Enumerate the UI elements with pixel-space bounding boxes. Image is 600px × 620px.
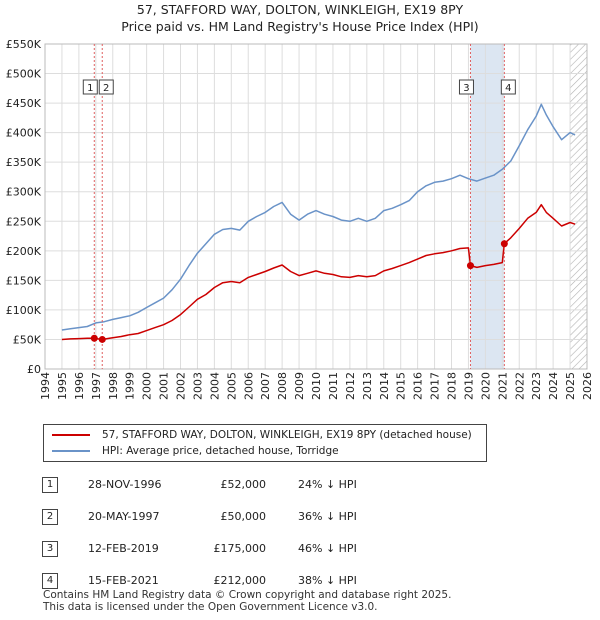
y-tick-label: £0 <box>27 363 41 376</box>
legend-item-price-paid: 57, STAFFORD WAY, DOLTON, WINKLEIGH, EX1… <box>52 428 472 442</box>
transaction-number: 4 <box>42 573 58 589</box>
y-tick-label: £250K <box>6 215 42 228</box>
y-tick-label: £400K <box>6 127 42 140</box>
x-tick-label: 1998 <box>107 372 120 400</box>
transaction-hpi: 46% ↓ HPI <box>298 542 357 555</box>
x-tick-label: 2007 <box>259 372 272 400</box>
x-tick-label: 2008 <box>276 372 289 400</box>
legend-label-price-paid: 57, STAFFORD WAY, DOLTON, WINKLEIGH, EX1… <box>102 429 472 441</box>
footer-line2: This data is licensed under the Open Gov… <box>43 601 378 613</box>
sale-label-box <box>82 79 98 95</box>
x-tick-label: 2022 <box>513 372 526 400</box>
transaction-date: 28-NOV-1996 <box>88 478 162 491</box>
x-tick-label: 1999 <box>124 372 137 400</box>
y-tick-label: £500K <box>6 68 42 81</box>
hpi-series-line <box>61 103 576 331</box>
transaction-date: 15-FEB-2021 <box>88 574 159 587</box>
x-tick-label: 2009 <box>293 372 306 400</box>
sale-point <box>98 335 106 343</box>
footer-line1: Contains HM Land Registry data © Crown c… <box>43 589 452 601</box>
table-row: 3 12-FEB-2019 £175,000 46% ↓ HPI <box>40 534 560 566</box>
transaction-number: 3 <box>42 541 58 557</box>
forecast-hatch <box>570 44 587 369</box>
x-tick-label: 2001 <box>158 372 171 400</box>
sale-label-box <box>98 79 114 95</box>
y-tick-label: £300K <box>6 186 42 199</box>
transaction-hpi: 24% ↓ HPI <box>298 478 357 491</box>
x-tick-label: 1995 <box>56 372 69 400</box>
transaction-date: 12-FEB-2019 <box>88 542 159 555</box>
transaction-price: £175,000 <box>213 542 267 555</box>
table-row: 1 28-NOV-1996 £52,000 24% ↓ HPI <box>40 470 560 502</box>
y-tick-label: £450K <box>6 97 42 110</box>
x-tick-label: 2026 <box>581 372 594 400</box>
sale-label: 1 <box>87 83 93 94</box>
plot-border <box>44 43 588 370</box>
transaction-price: £212,000 <box>213 574 267 587</box>
x-tick-label: 2015 <box>395 372 408 400</box>
legend-swatch-blue <box>52 450 90 452</box>
x-tick-label: 2016 <box>412 372 425 400</box>
price-paid-series-line <box>61 203 576 341</box>
x-tick-label: 2011 <box>327 372 340 400</box>
sale-point <box>500 240 508 248</box>
legend: 57, STAFFORD WAY, DOLTON, WINKLEIGH, EX1… <box>43 424 487 462</box>
sale-label-box <box>500 79 516 95</box>
x-tick-label: 1996 <box>73 372 86 400</box>
footer: Contains HM Land Registry data © Crown c… <box>43 589 451 613</box>
x-tick-label: 2010 <box>310 372 323 400</box>
y-tick-label: £550K <box>6 38 42 51</box>
x-tick-label: 2000 <box>141 372 154 400</box>
sale-label: 4 <box>505 83 511 94</box>
x-tick-label: 2023 <box>530 372 543 400</box>
x-tick-label: 2002 <box>175 372 188 400</box>
sale-point <box>466 262 474 270</box>
x-tick-label: 2025 <box>564 372 577 400</box>
x-tick-label: 2018 <box>446 372 459 400</box>
x-tick-label: 2019 <box>462 372 475 400</box>
table-row: 2 20-MAY-1997 £50,000 36% ↓ HPI <box>40 502 560 534</box>
x-tick-label: 2004 <box>208 372 221 400</box>
x-tick-label: 2017 <box>429 372 442 400</box>
sale-label: 3 <box>463 83 469 94</box>
table-row: 4 15-FEB-2021 £212,000 38% ↓ HPI <box>40 566 560 598</box>
transaction-price: £50,000 <box>220 510 267 523</box>
x-tick-label: 2013 <box>361 372 374 400</box>
x-tick-label: 2012 <box>344 372 357 400</box>
transaction-hpi: 38% ↓ HPI <box>298 574 357 587</box>
x-tick-label: 2020 <box>479 372 492 400</box>
sale-label-box <box>458 79 474 95</box>
legend-item-hpi: HPI: Average price, detached house, Torr… <box>52 444 339 458</box>
y-tick-label: £50K <box>13 333 42 346</box>
x-tick-label: 2014 <box>378 372 391 400</box>
transaction-price: £52,000 <box>220 478 267 491</box>
chart-title-line2: Price paid vs. HM Land Registry's House … <box>121 19 479 34</box>
x-tick-label: 2021 <box>496 372 509 400</box>
y-tick-label: £350K <box>6 156 42 169</box>
x-tick-label: 2003 <box>191 372 204 400</box>
x-tick-label: 1997 <box>90 372 103 400</box>
legend-label-hpi: HPI: Average price, detached house, Torr… <box>102 445 339 457</box>
x-tick-label: 2024 <box>547 372 560 400</box>
x-tick-label: 2005 <box>225 372 238 400</box>
transaction-hpi: 36% ↓ HPI <box>298 510 357 523</box>
y-tick-label: £200K <box>6 245 42 258</box>
sale-label: 2 <box>103 83 109 94</box>
y-tick-label: £150K <box>6 274 42 287</box>
transaction-date: 20-MAY-1997 <box>88 510 160 523</box>
chart-title-line1: 57, STAFFORD WAY, DOLTON, WINKLEIGH, EX1… <box>136 2 464 17</box>
price-chart: 1994 1995 1996 1997 1998 1999 2000 2001 2002 2003… <box>6 38 594 400</box>
y-tick-label: £100K <box>6 304 42 317</box>
shaded-period <box>470 44 505 369</box>
transaction-number: 2 <box>42 509 58 525</box>
transaction-number: 1 <box>42 477 58 493</box>
x-tick-label: 1994 <box>39 372 52 400</box>
transactions-table: 1 28-NOV-1996 £52,000 24% ↓ HPI 2 20-MAY… <box>40 470 560 598</box>
sale-point <box>90 334 98 342</box>
legend-swatch-red <box>52 434 90 436</box>
x-tick-label: 2006 <box>242 372 255 400</box>
